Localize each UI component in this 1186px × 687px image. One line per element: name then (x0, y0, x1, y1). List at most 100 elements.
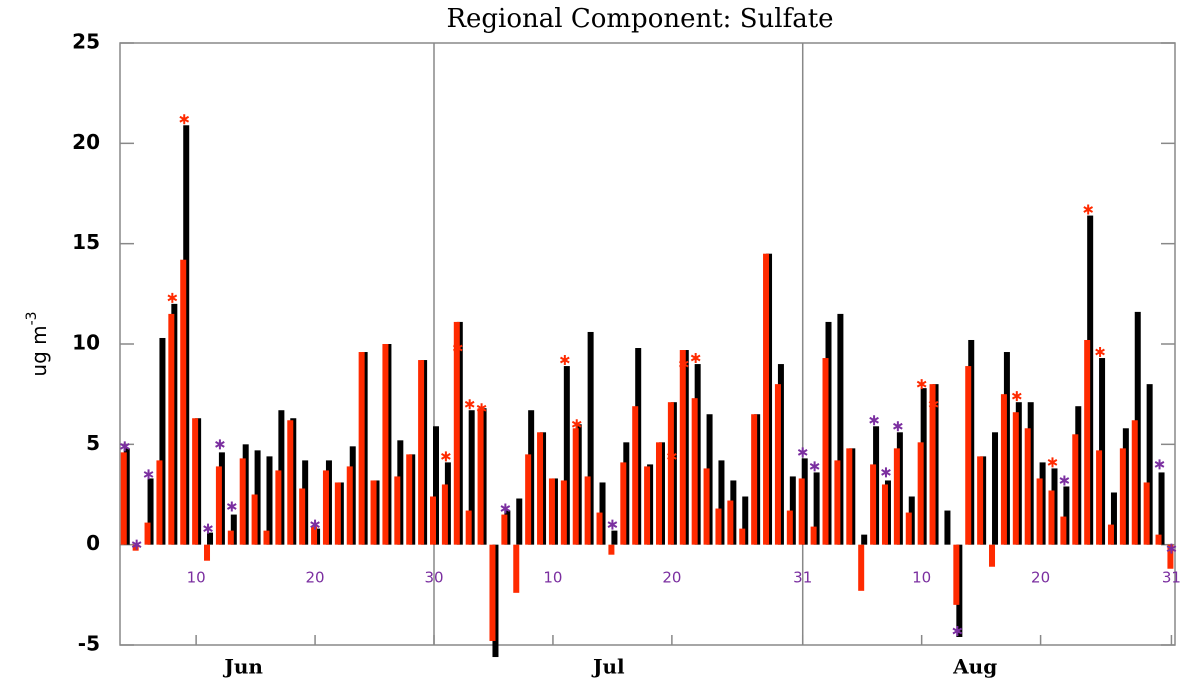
bar (1012, 412, 1019, 545)
bar (1119, 448, 1126, 545)
bar (953, 544, 960, 605)
star-marker (928, 399, 939, 410)
bar (1143, 482, 1150, 545)
bar (334, 482, 341, 545)
bar (548, 478, 555, 545)
bar (992, 432, 999, 545)
bar (230, 514, 237, 545)
star-marker (452, 343, 463, 354)
bar (147, 478, 154, 545)
star-marker (571, 419, 582, 430)
bar (1096, 450, 1103, 545)
star-marker (952, 625, 963, 636)
bar (572, 428, 579, 545)
bar (584, 476, 591, 545)
star-marker (559, 355, 570, 366)
bar (1146, 384, 1153, 545)
y-label-sup: -3 (24, 311, 40, 325)
y-tick-label: 5 (86, 431, 100, 455)
bar (215, 466, 222, 545)
bar (1063, 486, 1070, 545)
bar (691, 398, 698, 545)
bar (251, 494, 258, 545)
bar (774, 384, 781, 545)
bar (786, 510, 793, 545)
star-marker (1047, 457, 1058, 468)
bar (944, 510, 951, 545)
bar (620, 462, 627, 545)
bar (477, 408, 484, 545)
bar (837, 313, 844, 545)
bar (1167, 544, 1174, 569)
bar (263, 530, 270, 545)
y-tick-label: 25 (72, 30, 100, 54)
star-marker (310, 519, 320, 530)
star-marker (1059, 475, 1070, 486)
star-marker (881, 467, 891, 478)
bar (655, 442, 662, 545)
bar (810, 526, 817, 545)
bar (299, 488, 306, 545)
bar (1036, 478, 1043, 545)
bar (667, 402, 674, 545)
y-tick-label: 15 (72, 230, 100, 254)
bar (406, 454, 413, 545)
bar (430, 496, 437, 545)
bar (965, 366, 972, 545)
x-tick-label: 20 (1031, 569, 1050, 587)
plot-frame (119, 42, 1176, 646)
star-marker (143, 469, 154, 480)
star-marker (809, 461, 820, 472)
bar (1131, 420, 1138, 545)
bar (989, 544, 996, 567)
bar (382, 344, 389, 545)
bar (1048, 490, 1055, 545)
star-marker (797, 447, 808, 458)
bar (275, 470, 282, 545)
x-tick-label: 31 (1162, 569, 1181, 587)
star-marker (678, 359, 689, 370)
star-marker (1166, 543, 1177, 554)
x-tick-label: 20 (662, 569, 681, 587)
bar (742, 496, 749, 545)
bar (433, 426, 440, 545)
bar (537, 432, 544, 545)
bar (192, 418, 199, 545)
bar (763, 253, 770, 545)
bar (1072, 434, 1079, 545)
bar (1110, 492, 1117, 545)
bar (346, 466, 353, 545)
bar (703, 468, 710, 545)
star-marker (893, 421, 903, 432)
bar (560, 480, 567, 545)
y-axis-label: ug m-3 (24, 311, 51, 376)
star-marker (476, 403, 487, 414)
x-tick-label: 30 (424, 569, 443, 587)
star-marker (119, 441, 130, 452)
bar (489, 544, 496, 641)
x-tick-label: 10 (912, 569, 931, 587)
month-label: Aug (952, 655, 997, 679)
bar (207, 532, 214, 545)
star-marker (167, 292, 178, 303)
bar (204, 544, 211, 561)
bar (180, 259, 187, 545)
star-marker (916, 379, 927, 390)
bar (227, 530, 234, 545)
bar (1000, 394, 1007, 545)
y-tick-label: 20 (72, 130, 100, 154)
bar (718, 460, 725, 545)
bar (608, 544, 615, 555)
star-marker (1083, 204, 1094, 215)
star-marker (667, 451, 677, 462)
bar (1107, 524, 1114, 545)
star-marker (131, 539, 142, 550)
bar (563, 366, 570, 545)
bar (644, 466, 651, 545)
star-marker (441, 451, 451, 462)
bar (394, 476, 401, 545)
month-label: Jun (222, 655, 263, 679)
month-label: Jul (591, 655, 625, 679)
bar (159, 337, 166, 545)
